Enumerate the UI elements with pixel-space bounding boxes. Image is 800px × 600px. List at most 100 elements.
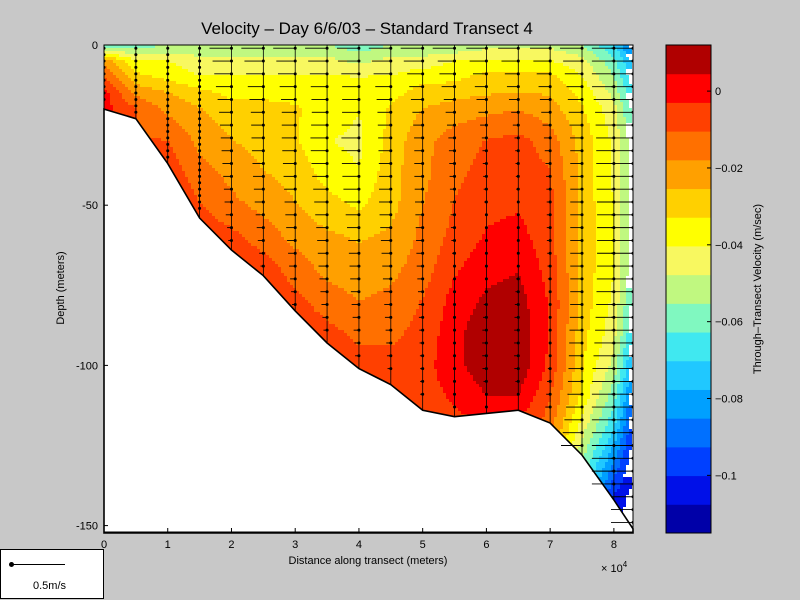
contour-cell bbox=[524, 285, 545, 288]
contour-cell bbox=[617, 318, 623, 321]
measurement-dot bbox=[198, 130, 202, 134]
contour-cell bbox=[623, 114, 632, 117]
contour-cell bbox=[629, 381, 632, 384]
contour-cell bbox=[614, 351, 620, 354]
contour-cell bbox=[314, 306, 419, 309]
contour-cell bbox=[572, 414, 581, 417]
contour-cell bbox=[566, 243, 578, 246]
contour-cell bbox=[620, 372, 626, 375]
contour-cell bbox=[362, 240, 413, 243]
contour-cell bbox=[104, 108, 113, 111]
contour-cell bbox=[626, 339, 632, 342]
contour-cell bbox=[554, 426, 563, 429]
contour-cell bbox=[305, 255, 407, 258]
contour-cell bbox=[578, 402, 587, 405]
contour-cell bbox=[623, 351, 629, 354]
contour-cell bbox=[608, 459, 614, 462]
contour-cell bbox=[386, 108, 422, 111]
contour-cell bbox=[611, 447, 620, 450]
contour-cell bbox=[566, 360, 575, 363]
contour-cell bbox=[530, 354, 545, 357]
contour-cell bbox=[251, 243, 290, 246]
contour-cell bbox=[620, 297, 626, 300]
colorbar-segment bbox=[666, 102, 711, 132]
contour-cell bbox=[575, 93, 593, 96]
contour-cell bbox=[578, 312, 590, 315]
contour-cell bbox=[347, 333, 404, 336]
contour-cell bbox=[614, 102, 623, 105]
contour-cell bbox=[578, 159, 593, 162]
contour-cell bbox=[434, 153, 476, 156]
contour-cell bbox=[353, 159, 359, 162]
contour-cell bbox=[428, 183, 461, 186]
contour-cell bbox=[425, 195, 455, 198]
contour-cell bbox=[596, 270, 614, 273]
contour-cell bbox=[104, 69, 110, 72]
contour-cell bbox=[599, 396, 608, 399]
contour-cell bbox=[425, 198, 455, 201]
contour-cell bbox=[557, 258, 566, 261]
contour-cell bbox=[197, 105, 299, 108]
contour-cell bbox=[569, 66, 593, 69]
contour-cell bbox=[572, 375, 581, 378]
contour-cell bbox=[617, 321, 623, 324]
contour-cell bbox=[137, 114, 167, 117]
measurement-dot bbox=[453, 392, 457, 396]
contour-cell bbox=[272, 258, 308, 261]
contour-cell bbox=[134, 69, 188, 72]
contour-cell bbox=[176, 81, 446, 84]
contour-cell bbox=[575, 144, 593, 147]
contour-cell bbox=[593, 282, 611, 285]
measurement-dot bbox=[198, 91, 202, 95]
contour-cell bbox=[392, 102, 440, 105]
contour-cell bbox=[104, 102, 110, 105]
contour-cell bbox=[569, 279, 578, 282]
contour-cell bbox=[563, 81, 587, 84]
colorbar-segment bbox=[666, 217, 711, 247]
contour-cell bbox=[584, 429, 596, 432]
contour-cell bbox=[440, 135, 503, 138]
contour-cell bbox=[428, 54, 578, 57]
contour-cell bbox=[470, 168, 551, 171]
colorbar-segment bbox=[666, 360, 711, 390]
contour-cell bbox=[545, 369, 557, 372]
contour-cell bbox=[593, 381, 602, 384]
contour-cell bbox=[416, 309, 443, 312]
contour-cell bbox=[623, 378, 629, 381]
contour-cell bbox=[623, 315, 629, 318]
contour-cell bbox=[593, 66, 608, 69]
contour-cell bbox=[281, 231, 335, 234]
contour-cell bbox=[530, 336, 548, 339]
contour-cell bbox=[626, 363, 632, 366]
contour-cell bbox=[287, 240, 356, 243]
contour-cell bbox=[224, 180, 278, 183]
measurement-dot bbox=[453, 290, 457, 294]
contour-cell bbox=[353, 123, 362, 126]
contour-cell bbox=[404, 147, 434, 150]
contour-cell bbox=[194, 54, 428, 57]
contour-cell bbox=[524, 411, 545, 414]
contour-cell bbox=[614, 198, 620, 201]
contour-cell bbox=[566, 192, 578, 195]
contour-cell bbox=[620, 348, 623, 351]
contour-cell bbox=[557, 369, 566, 372]
contour-cell bbox=[557, 288, 569, 291]
contour-cell bbox=[575, 357, 584, 360]
contour-cell bbox=[593, 297, 611, 300]
contour-cell bbox=[581, 438, 590, 441]
contour-cell bbox=[605, 483, 611, 486]
contour-cell bbox=[587, 339, 602, 342]
measurement-dot bbox=[198, 174, 202, 178]
contour-cell bbox=[620, 174, 629, 177]
contour-cell bbox=[377, 177, 401, 180]
contour-cell bbox=[341, 198, 368, 201]
contour-cell bbox=[593, 177, 611, 180]
contour-cell bbox=[620, 351, 623, 354]
contour-cell bbox=[614, 192, 620, 195]
contour-cell bbox=[188, 180, 224, 183]
contour-cell bbox=[611, 483, 620, 486]
contour-cell bbox=[623, 435, 626, 438]
contour-cell bbox=[611, 69, 620, 72]
contour-cell bbox=[437, 351, 464, 354]
contour-cell bbox=[617, 105, 623, 108]
